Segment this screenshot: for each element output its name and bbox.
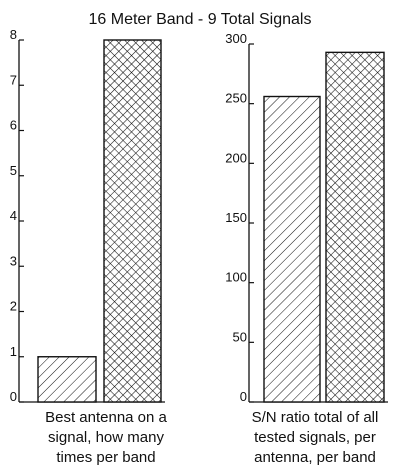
caption-line: tested signals, per — [254, 429, 376, 446]
chart-title: 16 Meter Band - 9 Total Signals — [89, 11, 312, 28]
y-tick-label: 50 — [233, 329, 247, 344]
caption-line: Best antenna on a — [45, 409, 167, 426]
y-tick-label: 200 — [225, 150, 247, 165]
bar-crosshatched — [103, 39, 162, 403]
y-tick-label: 7 — [10, 72, 17, 87]
right-panel: 0 50 100 150 200 250 300 S/N ratio total of all… — [225, 31, 388, 466]
left-panel: 0 1 2 3 4 5 6 7 8 Best antenna on a signal, how ma… — [10, 27, 168, 466]
caption-line: signal, how many — [48, 429, 164, 446]
y-tick-label: 2 — [10, 299, 17, 314]
bar-hatched — [263, 95, 321, 403]
bar-crosshatched — [325, 51, 385, 403]
y-tick-label: 100 — [225, 270, 247, 285]
caption-line: S/N ratio total of all — [252, 409, 379, 426]
caption-line: antenna, per band — [254, 449, 376, 466]
y-tick-label: 3 — [10, 253, 17, 268]
y-tick-label: 150 — [225, 210, 247, 225]
y-tick-label: 300 — [225, 31, 247, 46]
bar-hatched — [37, 356, 97, 403]
y-tick-label: 0 — [240, 389, 247, 404]
caption-line: times per band — [56, 449, 155, 466]
y-tick-label: 4 — [10, 208, 17, 223]
y-tick-label: 1 — [10, 344, 17, 359]
y-tick-label: 8 — [10, 27, 17, 42]
y-tick-label: 250 — [225, 91, 247, 106]
y-tick-label: 0 — [10, 389, 17, 404]
y-tick-label: 5 — [10, 163, 17, 178]
y-tick-label: 6 — [10, 118, 17, 133]
